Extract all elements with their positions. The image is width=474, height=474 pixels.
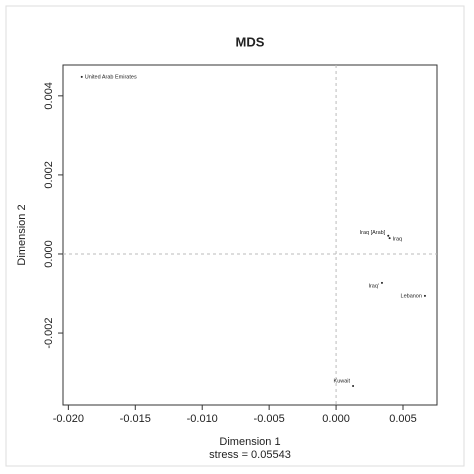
x-tick-label: 0.000 [322,413,350,425]
point [80,75,83,78]
y-tick-label: 0.002 [43,161,55,189]
x-tick-label: 0.005 [389,413,417,425]
y-tick-label: 0.004 [43,82,55,110]
point-label: Iraq' [368,283,379,289]
point-label: Iraq [393,237,402,243]
chart-title: MDS [236,34,265,49]
x-tick-label: -0.015 [120,413,151,425]
point-label: Lebanon [401,293,422,299]
x-tick-label: -0.020 [53,413,84,425]
x-axis-label: Dimension 1 [219,436,280,448]
point [387,234,390,237]
point-label: Kuwait [334,378,351,384]
y-tick-label: 0.000 [43,240,55,268]
point [388,237,391,240]
x-tick-label: -0.010 [187,413,218,425]
point [380,281,383,284]
x-tick-label: -0.005 [254,413,285,425]
point [352,385,355,388]
y-axis-label: Dimension 2 [16,204,28,265]
point-label: United Arab Emirates [85,74,137,80]
point [423,294,426,297]
plot-frame [62,64,438,406]
stress-note: stress = 0.05543 [209,449,291,461]
y-tick-label: -0.002 [43,317,55,348]
point-label: Iraq [Arab] [360,230,386,236]
